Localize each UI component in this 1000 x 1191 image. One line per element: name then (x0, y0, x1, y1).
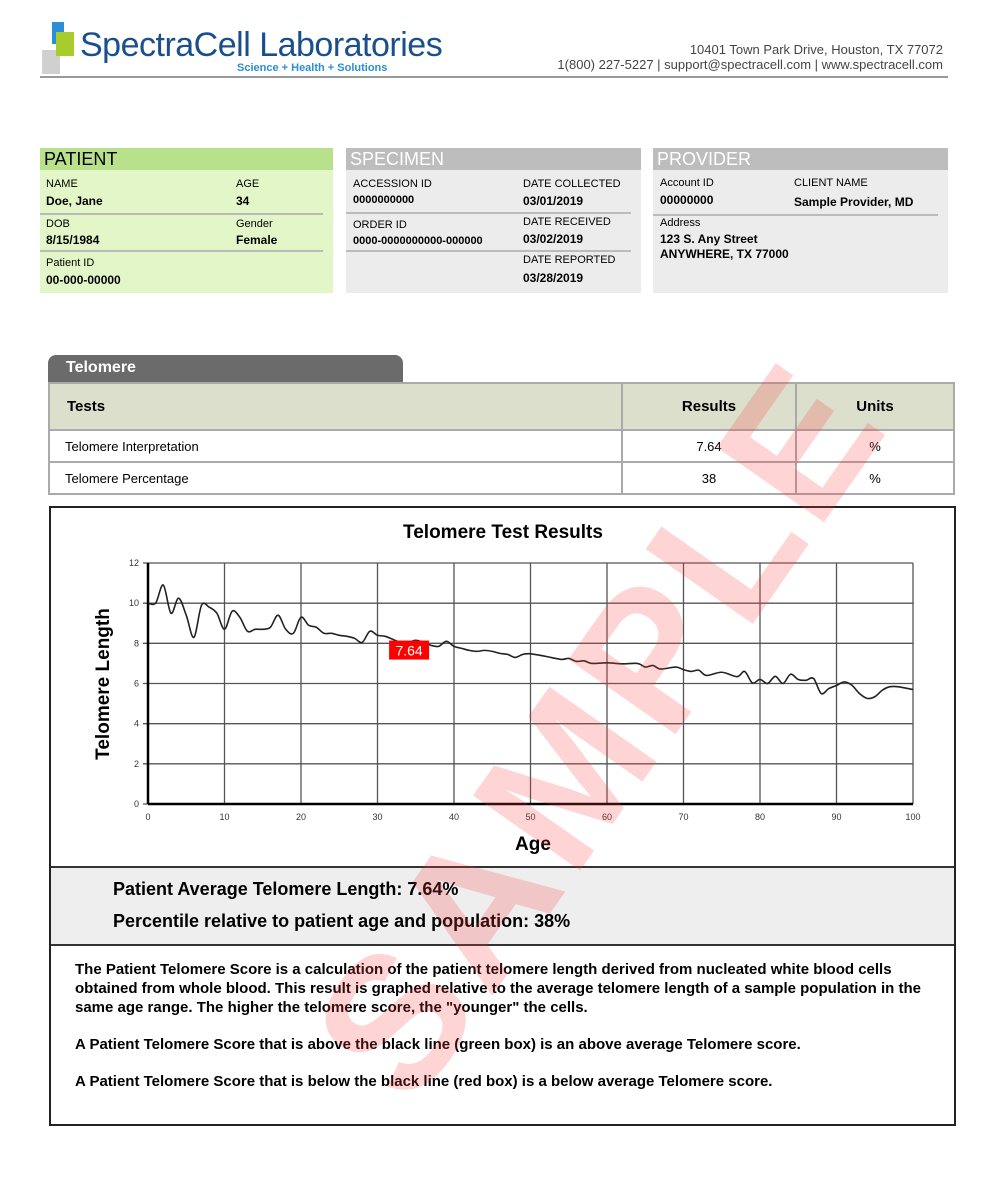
chart-panel: Telomere Test Results 0 10 20 30 40 50 60 70 80 90… (49, 506, 956, 1126)
test-result: 38 (621, 461, 797, 495)
x-tick-label: 80 (755, 812, 765, 822)
date-received: 03/02/2019 (523, 232, 584, 246)
test-name: Telomere Interpretation (48, 429, 623, 463)
test-name: Telomere Percentage (48, 461, 623, 495)
x-tick-label: 20 (296, 812, 306, 822)
y-axis-label: Telomere Length (93, 608, 114, 760)
x-tick-label: 90 (831, 812, 841, 822)
reported-label: DATE REPORTED (523, 254, 616, 266)
table-row: Telomere Percentage 38 % (48, 461, 955, 495)
y-tick-label: 4 (134, 719, 139, 729)
y-tick-label: 10 (129, 598, 139, 608)
x-tick-label: 50 (525, 812, 535, 822)
test-units: % (795, 429, 955, 463)
received-label: DATE RECEIVED (523, 216, 611, 228)
patient-gender: Female (236, 233, 278, 247)
date-collected: 03/01/2019 (523, 194, 584, 208)
patient-age: 34 (236, 194, 250, 208)
test-result: 7.64 (621, 429, 797, 463)
divider (40, 213, 323, 215)
x-tick-label: 100 (905, 812, 920, 822)
note-paragraph: A Patient Telomere Score that is below t… (75, 1073, 773, 1090)
chart-title: Telomere Test Results (403, 522, 603, 543)
summary-panel: Patient Average Telomere Length: 7.64% P… (51, 866, 954, 946)
average-length: Patient Average Telomere Length: 7.64% (113, 879, 459, 899)
x-tick-label: 30 (372, 812, 382, 822)
logo-mark-icon (42, 22, 74, 74)
patient-id: 00-000-00000 (46, 273, 121, 287)
header-tests: Tests (48, 382, 623, 431)
client-name: Sample Provider, MD (794, 195, 914, 209)
collected-label: DATE COLLECTED (523, 178, 621, 190)
accession-label: ACCESSION ID (353, 178, 432, 190)
address-line2: ANYWHERE, TX 77000 (660, 247, 789, 261)
patient-title: PATIENT (40, 148, 333, 170)
y-tick-label: 0 (134, 799, 139, 809)
x-axis-label: Age (515, 834, 551, 855)
lab-address: 10401 Town Park Drive, Houston, TX 77072 (689, 42, 943, 57)
provider-card: PROVIDER Account ID 00000000 CLIENT NAME… (653, 148, 948, 293)
accession-id: 0000000000 (353, 194, 415, 206)
patient-marker (389, 640, 430, 660)
x-tick-label: 70 (678, 812, 688, 822)
gender-label: Gender (236, 218, 273, 230)
percentile: Percentile relative to patient age and p… (113, 911, 571, 931)
patient-card: PATIENT NAME Doe, Jane AGE 34 DOB 8/15/1… (40, 148, 333, 293)
specimen-title: SPECIMEN (346, 148, 641, 170)
patient-dob: 8/15/1984 (46, 233, 100, 247)
section-tab-telomere: Telomere (48, 355, 403, 382)
provider-title: PROVIDER (653, 148, 948, 170)
y-tick-label: 12 (129, 558, 139, 568)
results-table: Tests Results Units Telomere Interpretat… (48, 382, 955, 495)
name-label: NAME (46, 178, 78, 190)
telomere-series-line (147, 584, 914, 700)
note-paragraph: A Patient Telomere Score that is above t… (75, 1036, 801, 1053)
tagline: Science + Health + Solutions (237, 62, 388, 74)
age-label: AGE (236, 178, 260, 190)
order-id: 0000-0000000000-000000 (353, 235, 483, 247)
x-tick-label: 10 (219, 812, 229, 822)
y-tick-label: 6 (134, 679, 139, 689)
patient-marker-label: 7.64 (395, 643, 422, 659)
table-header-row: Tests Results Units (48, 382, 955, 431)
date-reported: 03/28/2019 (523, 271, 584, 285)
x-tick-label: 60 (602, 812, 612, 822)
y-tick-label: 8 (134, 638, 139, 648)
order-label: ORDER ID (353, 219, 407, 231)
address-label: Address (660, 217, 701, 229)
dob-label: DOB (46, 218, 70, 230)
table-row: Telomere Interpretation 7.64 % (48, 429, 955, 463)
divider (346, 212, 631, 214)
divider (653, 214, 938, 216)
client-label: CLIENT NAME (794, 177, 868, 189)
x-tick-label: 40 (449, 812, 459, 822)
patient-id-label: Patient ID (46, 257, 95, 269)
y-tick-label: 2 (134, 759, 139, 769)
explanation-notes: The Patient Telomere Score is a calculat… (75, 960, 935, 1109)
account-id: 00000000 (660, 193, 714, 207)
header-results: Results (621, 382, 797, 431)
address-line1: 123 S. Any Street (660, 232, 758, 246)
note-paragraph: The Patient Telomere Score is a calculat… (75, 961, 921, 1016)
patient-name: Doe, Jane (46, 194, 103, 208)
lab-contact: 1(800) 227-5227 | support@spectracell.co… (557, 57, 943, 72)
account-label: Account ID (660, 177, 714, 189)
test-units: % (795, 461, 955, 495)
specimen-card: SPECIMEN ACCESSION ID 0000000000 DATE CO… (346, 148, 641, 293)
logo-text: SpectraCell Laboratories (80, 26, 443, 64)
header-units: Units (795, 382, 955, 431)
header-divider (40, 76, 948, 78)
x-tick-label: 0 (145, 812, 150, 822)
divider (40, 250, 323, 252)
divider (346, 250, 631, 252)
